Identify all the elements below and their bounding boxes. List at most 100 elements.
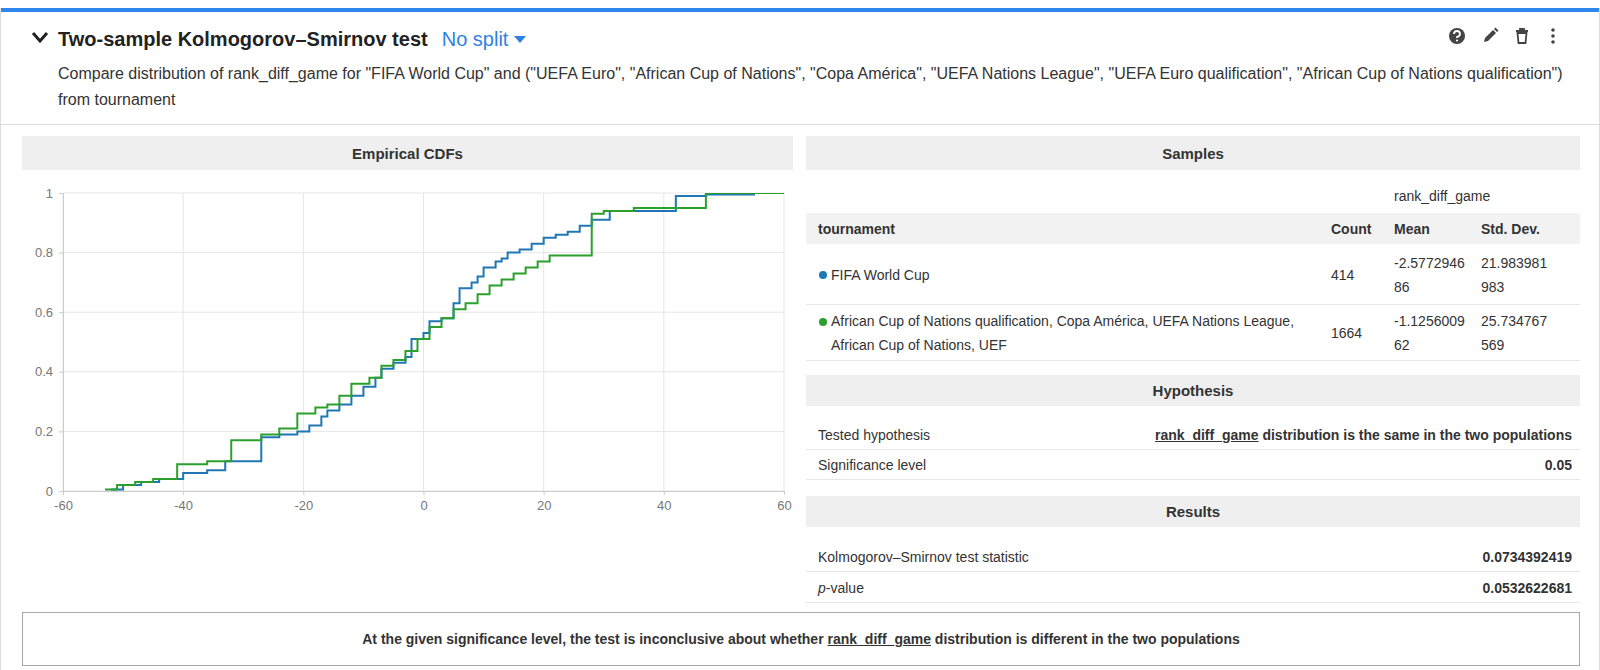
more-dot[interactable] xyxy=(1551,28,1555,32)
y-tick-label: 0.2 xyxy=(35,424,53,439)
y-tick: 0 xyxy=(46,484,63,499)
card-title: Two-sample Kolmogorov–Smirnov test xyxy=(58,28,428,51)
p-value-row-label: p-value xyxy=(818,572,1218,603)
samples-row: FIFA World Cup414-2.57729468621.98398198… xyxy=(806,244,1580,305)
x-tick-mark xyxy=(303,491,304,495)
y-tick-label: 0 xyxy=(46,484,53,499)
samples-cell-text: African Cup of Nations qualification, Co… xyxy=(831,309,1311,357)
help-circle[interactable] xyxy=(1449,28,1465,44)
y-tick-mark xyxy=(59,193,63,194)
y-tick-label: 0.4 xyxy=(35,364,53,379)
samples-cell: -2.577294686 xyxy=(1394,244,1466,305)
y-tick: 0.8 xyxy=(35,245,63,260)
y-tick-label: 1 xyxy=(46,186,53,201)
x-grid-line xyxy=(663,193,664,491)
trash-path[interactable] xyxy=(1516,29,1528,43)
samples-title: Samples xyxy=(1162,145,1224,162)
x-tick-label: -40 xyxy=(174,498,193,513)
x-tick-label: 0 xyxy=(420,498,427,513)
split-label[interactable]: No split xyxy=(442,28,509,51)
samples-header-cell: Mean xyxy=(1394,213,1430,244)
significance-value: 0.05 xyxy=(1545,457,1572,473)
samples-variable: rank_diff_game xyxy=(1394,188,1574,208)
more-dot[interactable] xyxy=(1551,40,1555,44)
caret-path[interactable] xyxy=(514,36,526,43)
series-dot xyxy=(818,317,828,327)
y-axis-line xyxy=(59,194,64,492)
samples-header-text: Std. Dev. xyxy=(1481,221,1540,237)
y-grid-line xyxy=(63,371,784,372)
chevron-path[interactable] xyxy=(33,33,47,41)
x-tick: -20 xyxy=(294,491,313,513)
p-label: -value xyxy=(826,580,864,596)
samples-cell-text: 25.734767569 xyxy=(1481,309,1553,357)
statistic-row-value: 0.0734392419 xyxy=(806,541,1572,572)
edit-icon[interactable] xyxy=(1480,26,1500,46)
samples-header-text: Mean xyxy=(1394,221,1430,237)
conclusion-before: At the given significance level, the tes… xyxy=(362,631,827,647)
conclusion-variable: rank_diff_game xyxy=(827,631,930,647)
y-axis: 0 0.2 0.4 0.6 0.8 1 xyxy=(35,186,64,499)
y-tick-mark xyxy=(59,312,63,313)
samples-cell: FIFA World Cup xyxy=(831,244,1311,305)
y-tick-label: 0.6 xyxy=(35,305,53,320)
samples-cell: 21.983981983 xyxy=(1481,244,1553,305)
y-tick: 0.4 xyxy=(35,364,63,379)
header-separator xyxy=(0,124,1600,125)
x-tick: 60 xyxy=(777,491,791,513)
x-tick-mark xyxy=(424,491,425,495)
samples-header-cell: Std. Dev. xyxy=(1481,213,1540,244)
samples-cell-text: -1.125600962 xyxy=(1394,309,1466,357)
split-selector[interactable]: No split xyxy=(442,28,527,51)
x-tick: 0 xyxy=(420,491,427,513)
ecdf-chart: -60 -40 -20 0 20 40 60 0 0.2 0.4 0.6 0.8 1 xyxy=(22,170,794,602)
conclusion-box: At the given significance level, the tes… xyxy=(22,612,1580,666)
x-tick: -60 xyxy=(54,491,73,513)
card-top-border xyxy=(0,8,1600,12)
p-value-row: p-value 0.0532622681 xyxy=(806,572,1580,603)
more-icon[interactable] xyxy=(1545,26,1561,46)
help-mark[interactable] xyxy=(1454,31,1460,38)
collapse-chevron[interactable] xyxy=(30,30,50,46)
x-grid-line xyxy=(303,193,304,491)
y-tick: 0.2 xyxy=(35,424,63,439)
tested-hypothesis-row-value: rank_diff_game distribution is the same … xyxy=(806,420,1572,450)
x-grid-line xyxy=(183,193,184,491)
x-tick-mark xyxy=(784,491,785,495)
split-caret[interactable] xyxy=(514,34,526,44)
samples-cell: -1.125600962 xyxy=(1394,305,1466,361)
significance-row: Significance level0.05 xyxy=(806,450,1580,480)
statistic-value: 0.0734392419 xyxy=(1482,549,1572,565)
y-tick: 1 xyxy=(46,186,63,201)
more-dot[interactable] xyxy=(1551,34,1555,38)
y-grid-line xyxy=(63,193,784,194)
y-tick-label: 0.8 xyxy=(35,245,53,260)
help-icon[interactable] xyxy=(1447,26,1467,46)
delete-icon[interactable] xyxy=(1512,26,1532,46)
chart-title-band: Empirical CDFs xyxy=(22,136,793,170)
header-line: Two-sample Kolmogorov–Smirnov test No spl… xyxy=(58,24,958,54)
results-title: Results xyxy=(1166,503,1220,520)
card-border-left xyxy=(0,8,1,670)
pencil-path[interactable] xyxy=(1484,28,1499,43)
y-grid-line xyxy=(63,312,784,313)
samples-header-cell: Count xyxy=(1331,213,1371,244)
x-tick-label: -20 xyxy=(294,498,313,513)
x-grid-line xyxy=(784,193,785,491)
samples-row: African Cup of Nations qualification, Co… xyxy=(806,305,1580,361)
p-value: 0.0532622681 xyxy=(1482,580,1572,596)
samples-cell: 1664 xyxy=(1331,305,1381,361)
x-tick: 20 xyxy=(537,491,551,513)
x-axis: -60 -40 -20 0 20 40 60 xyxy=(54,491,792,513)
help-dot[interactable] xyxy=(1456,39,1458,41)
tested-text: distribution is the same in the two popu… xyxy=(1259,427,1572,443)
y-tick-mark xyxy=(59,491,63,492)
x-grid-line xyxy=(423,193,424,491)
x-axis-line xyxy=(64,492,785,496)
hypothesis-title: Hypothesis xyxy=(1153,382,1234,399)
p-label-italic: p xyxy=(818,580,826,596)
samples-variable-text: rank_diff_game xyxy=(1394,188,1490,204)
x-tick: 40 xyxy=(657,491,671,513)
samples-title-band: Samples xyxy=(806,136,1580,170)
ecdf-line xyxy=(111,193,784,490)
